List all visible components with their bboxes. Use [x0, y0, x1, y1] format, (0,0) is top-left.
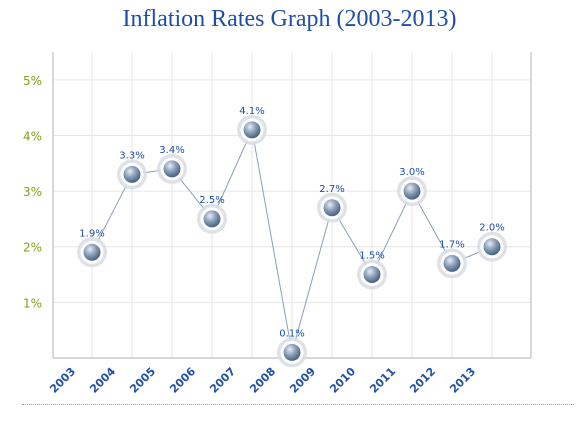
data-label: 0.1%	[279, 328, 304, 339]
data-point	[163, 160, 181, 178]
data-label: 4.1%	[239, 106, 264, 117]
data-point	[203, 210, 221, 228]
y-tick-label: 2%	[23, 241, 42, 255]
data-label: 3.4%	[159, 145, 184, 156]
data-label: 1.5%	[359, 251, 384, 262]
x-tick-label: 2007	[207, 365, 238, 396]
chart-title: Inflation Rates Graph (2003-2013)	[122, 6, 457, 32]
grid-layer	[52, 52, 532, 359]
markers-layer	[77, 114, 507, 368]
data-label: 2.7%	[319, 184, 344, 195]
x-tick-label: 2012	[407, 365, 438, 396]
data-label: 2.0%	[479, 223, 504, 234]
y-tick-label: 5%	[23, 74, 42, 88]
x-tick-label: 2008	[247, 365, 278, 396]
x-tick-label: 2011	[367, 365, 398, 396]
y-tick-label: 4%	[23, 129, 42, 143]
data-label: 3.3%	[119, 150, 144, 161]
data-point	[283, 343, 301, 361]
data-point	[363, 266, 381, 284]
data-point	[323, 199, 341, 217]
data-point	[123, 165, 141, 183]
x-axis-ticks: 2003 2004 2005 2006 2007 2008 2009 2010 2011 2012…	[47, 365, 478, 396]
data-label: 1.9%	[79, 228, 104, 239]
data-labels-layer: 1.9% 3.3% 3.4% 2.5% 4.1% 0.1% 2.7% 1.5% 3.0% 1.7%…	[79, 106, 504, 340]
x-tick-label: 2006	[167, 365, 198, 396]
y-axis-ticks: 1% 2% 3% 4% 5%	[23, 74, 42, 311]
footer-divider	[22, 404, 574, 405]
x-tick-label: 2010	[327, 365, 358, 396]
data-label: 1.7%	[439, 239, 464, 250]
data-point	[83, 243, 101, 261]
data-point	[403, 182, 421, 200]
data-point	[443, 254, 461, 272]
x-tick-label: 2003	[47, 365, 78, 396]
data-label: 2.5%	[199, 195, 224, 206]
x-tick-label: 2004	[87, 365, 118, 396]
x-tick-label: 2013	[447, 365, 478, 396]
y-tick-label: 1%	[23, 296, 42, 310]
x-tick-label: 2005	[127, 365, 158, 396]
y-tick-label: 3%	[23, 185, 42, 199]
data-point	[483, 238, 501, 256]
x-tick-label: 2009	[287, 365, 318, 396]
data-point	[243, 121, 261, 139]
data-label: 3.0%	[399, 167, 424, 178]
